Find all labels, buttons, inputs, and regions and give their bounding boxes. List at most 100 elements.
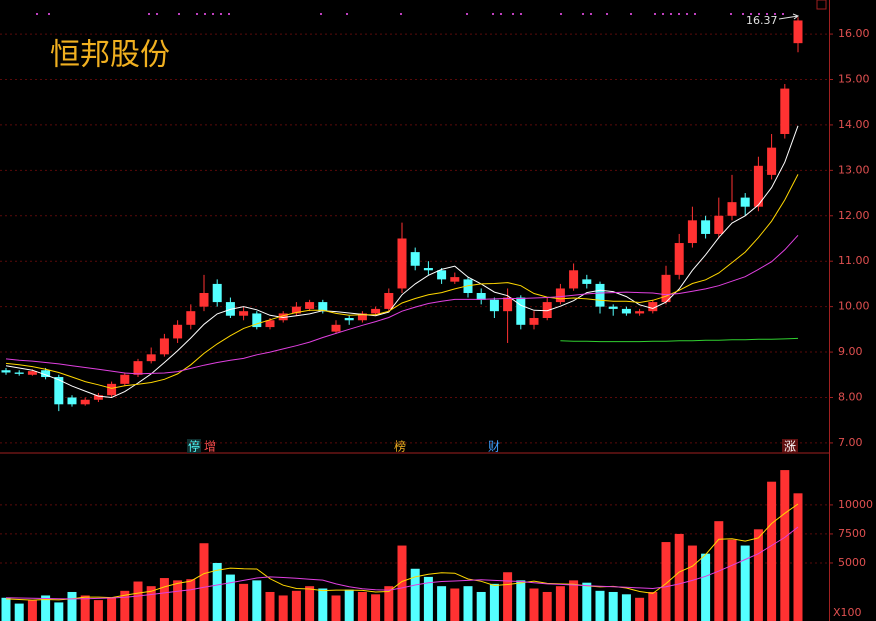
volume-bar [265,591,275,621]
candle-body [582,279,592,284]
volume-bar [199,543,209,621]
volume-bar [120,590,130,621]
volume-bar [595,590,605,621]
volume-bar [793,493,803,621]
candle-body [555,288,565,303]
candle-body [93,395,103,400]
candle-body [503,297,513,312]
candle-body [291,306,301,314]
corner-box [816,0,827,10]
volume-bar [54,602,64,621]
event-label: 停 [188,439,200,454]
candle-body [635,311,645,314]
volume-bar [503,572,513,621]
candle-body [80,399,90,405]
volume-bar [489,583,499,621]
ma-line [5,503,799,601]
candle-body [727,202,737,216]
volume-bar [727,539,737,621]
candle-body [608,306,618,309]
volume-bar [41,595,51,621]
candle-body [67,397,77,405]
event-dots [36,13,784,15]
candle-body [1,370,11,373]
volume-unit: X100 [833,606,862,619]
ma-line [5,526,799,600]
volume-bar [687,545,697,621]
volume-bar [529,588,539,621]
event-label: 财 [488,440,500,454]
candle-body [423,268,433,271]
volume-bar [318,588,328,621]
y-tick-label: 12.00 [838,209,870,222]
candle-body [529,317,539,325]
y-tick-label: 7.00 [838,436,863,449]
volume-bar [635,597,645,621]
volume-bar [344,589,354,621]
volume-bar [582,582,592,621]
candle-body [701,220,711,234]
candle-body [14,372,24,374]
event-label: 榜 [394,439,406,454]
candle-body [661,274,671,303]
volume-bar [397,545,407,621]
candle-body [397,238,407,289]
event-label: 涨 [784,439,796,454]
candle-body [265,320,275,328]
ma-line [560,337,799,343]
volume-tick-label: 7500 [838,527,866,540]
volume-bar [252,580,262,621]
volume-bar [331,595,341,621]
volume-bar [608,591,618,621]
volume-bar [410,568,420,621]
max-price-label: 16.37 [746,14,778,27]
candle-body [780,88,790,135]
volume-bar [569,580,579,621]
volume-bar [212,562,222,621]
volume-bar [278,595,288,621]
volume-bar [648,591,658,621]
volume-bar [305,586,315,621]
y-tick-label: 13.00 [838,163,870,176]
event-label: 增 [204,440,216,454]
candle-body [344,317,354,321]
candle-body [437,270,447,280]
candle-body [714,215,724,234]
candle-body [186,311,196,325]
volume-bar [80,595,90,621]
candle-body [767,147,777,175]
volume-bar [384,586,394,621]
volume-bar [291,590,301,621]
candle-body [621,308,631,314]
stock-title: 恒邦股份 [50,38,170,73]
candle-body [687,220,697,244]
volume-bar [239,583,249,621]
candle-body [595,283,605,307]
candle-body [450,277,460,282]
candle-body [489,299,499,312]
volume-bar [186,579,196,621]
volume-bar [437,586,447,621]
candle-body [199,293,209,307]
candle-body [410,252,420,266]
y-tick-label: 15.00 [838,72,870,85]
y-tick-label: 11.00 [838,254,870,267]
volume-tick-label: 10000 [838,498,873,511]
volume-bar [674,533,684,621]
ma-line [5,125,799,399]
candle-body [212,283,222,303]
volume-bar [463,586,473,621]
volume-bar [93,600,103,621]
volume-bar [476,591,486,621]
candle-body [384,293,394,309]
volume-bar [621,594,631,621]
volume-bar [555,586,565,621]
candle-body [740,197,750,207]
y-tick-label: 14.00 [838,118,870,131]
candle-body [54,377,64,405]
y-tick-label: 16.00 [838,27,870,40]
candle-body [173,324,183,339]
volume-bar [661,542,671,621]
volume-bar [701,553,711,621]
